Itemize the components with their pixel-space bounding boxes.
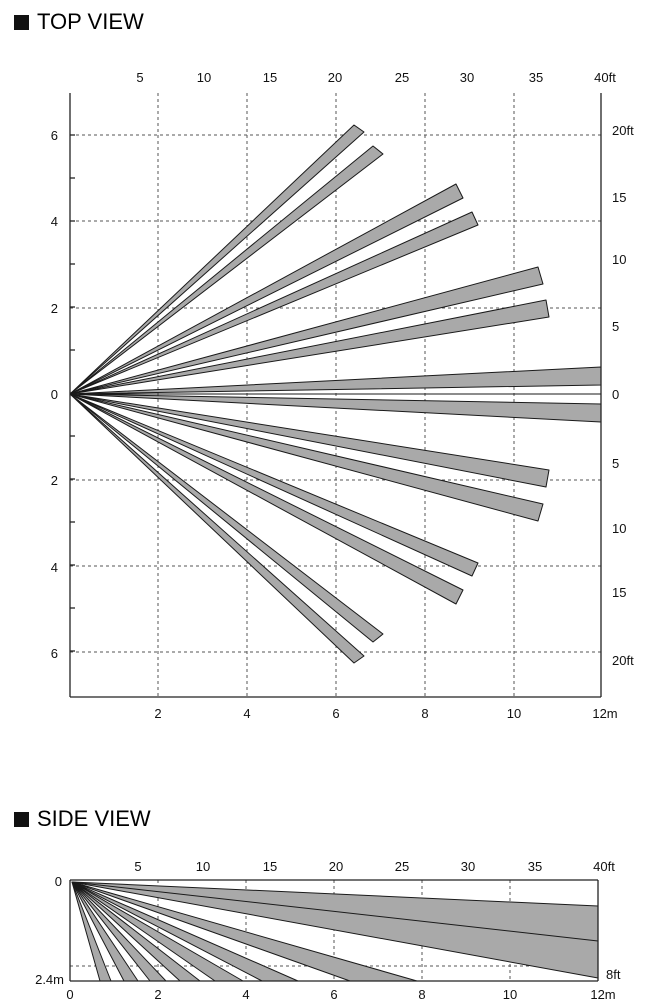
side-bottom-m-label: 2: [154, 987, 161, 1002]
side-height-label: 2.4m: [35, 972, 64, 987]
top-right-ft-label: 10: [612, 252, 626, 267]
top-view-beams: [69, 124, 602, 664]
top-view-diagram: 5 10 15 20 25 30 35 40ft 6 4 2 0 2 4 6 2…: [51, 70, 634, 721]
side-bottom-m-label: 8: [418, 987, 425, 1002]
top-detection-beam: [69, 124, 365, 395]
side-ft-tick-label: 5: [134, 859, 141, 874]
top-bottom-m-label: 12m: [592, 706, 617, 721]
side-view-axes: [69, 879, 599, 982]
top-right-ft-label: 5: [612, 456, 619, 471]
top-left-m-label: 0: [51, 387, 58, 402]
top-bottom-m-label: 2: [154, 706, 161, 721]
top-detection-beam: [69, 145, 384, 395]
side-ft-tick-label: 30: [461, 859, 475, 874]
side-ft-tick-label: 40ft: [593, 859, 615, 874]
top-ft-tick-label: 5: [136, 70, 143, 85]
side-ft-tick-label: 15: [263, 859, 277, 874]
top-ft-tick-label: 25: [395, 70, 409, 85]
square-bullet-icon: [14, 811, 29, 827]
top-right-ft-label: 15: [612, 585, 626, 600]
side-ft-tick-label: 25: [395, 859, 409, 874]
top-left-m-label: 4: [51, 560, 58, 575]
side-bottom-m-label: 0: [66, 987, 73, 1002]
top-ft-tick-label: 10: [197, 70, 211, 85]
top-detection-beam: [69, 393, 365, 664]
side-bottom-m-label: 12m: [590, 987, 615, 1002]
top-right-ft-label: 20ft: [612, 653, 634, 668]
top-bottom-m-label: 6: [332, 706, 339, 721]
side-view-title-text: SIDE VIEW: [37, 806, 151, 831]
top-right-ft-label: 20ft: [612, 123, 634, 138]
side-ft-tick-label: 20: [329, 859, 343, 874]
top-left-m-label: 2: [51, 473, 58, 488]
side-right-height-label: 8ft: [606, 967, 621, 982]
side-bottom-m-label: 10: [503, 987, 517, 1002]
top-bottom-m-label: 8: [421, 706, 428, 721]
top-detection-beam: [69, 211, 479, 395]
top-view-grid: [70, 93, 601, 697]
top-bottom-m-label: 4: [243, 706, 250, 721]
top-right-ft-label: 0: [612, 387, 619, 402]
top-view-title: TOP VIEW: [14, 9, 144, 35]
square-bullet-icon: [14, 14, 29, 30]
side-ft-tick-label: 35: [528, 859, 542, 874]
side-view-title: SIDE VIEW: [14, 806, 151, 832]
top-left-m-label: 4: [51, 214, 58, 229]
top-left-m-label: 6: [51, 646, 58, 661]
side-view-beams: [71, 881, 599, 982]
top-ft-tick-label: 30: [460, 70, 474, 85]
top-detection-beam: [69, 393, 550, 488]
top-ft-tick-label: 20: [328, 70, 342, 85]
top-ft-tick-label: 15: [263, 70, 277, 85]
top-ft-tick-label: 35: [529, 70, 543, 85]
top-right-ft-label: 15: [612, 190, 626, 205]
top-right-ft-label: 5: [612, 319, 619, 334]
top-right-ft-label: 10: [612, 521, 626, 536]
side-ft-tick-label: 10: [196, 859, 210, 874]
top-detection-beam: [69, 299, 550, 395]
top-detection-beam: [69, 183, 464, 395]
top-detection-beam: [69, 393, 479, 577]
side-height-zero-label: 0: [55, 874, 62, 889]
top-view-axes: [69, 93, 602, 698]
top-detection-beam: [69, 393, 544, 522]
side-bottom-m-label: 6: [330, 987, 337, 1002]
top-bottom-m-label: 10: [507, 706, 521, 721]
side-view-diagram: 5 10 15 20 25 30 35 40ft 0 2.4m 8ft 0 2 …: [35, 859, 621, 1002]
top-detection-beam: [69, 266, 544, 395]
top-ft-tick-label: 40ft: [594, 70, 616, 85]
side-bottom-m-label: 4: [242, 987, 249, 1002]
top-view-title-text: TOP VIEW: [37, 9, 144, 34]
top-left-m-label: 2: [51, 301, 58, 316]
top-left-m-label: 6: [51, 128, 58, 143]
side-beam-center-line: [71, 881, 599, 942]
top-detection-beam: [69, 393, 464, 605]
top-detection-beam: [69, 393, 384, 643]
